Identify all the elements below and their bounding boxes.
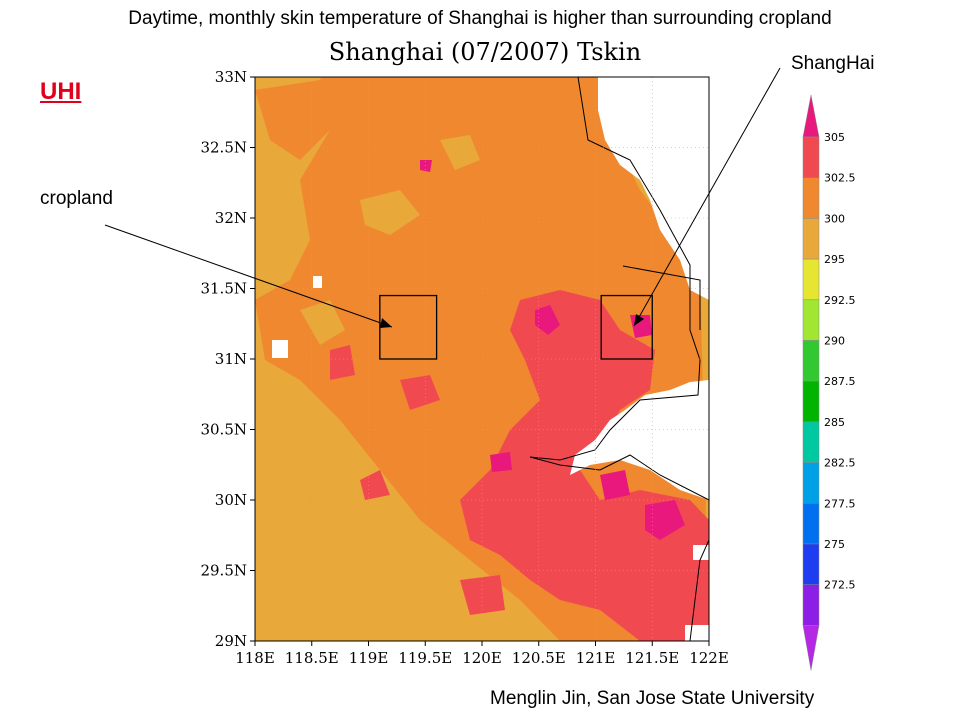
colorbar-segment [802, 177, 820, 219]
colorbar-label: 300 [824, 212, 845, 225]
headline: Daytime, monthly skin temperature of Sha… [128, 8, 832, 29]
cropland-arrowhead [380, 318, 392, 328]
lon-tick-label: 120.5E [512, 649, 566, 667]
ocean-mask-bay [570, 380, 709, 500]
cropland-arrow [104, 224, 393, 328]
lat-tick-label: 30.5N [200, 421, 247, 439]
annotation-arrows [104, 67, 781, 328]
colorbar-segment [802, 462, 820, 504]
colorbar-label: 302.5 [824, 172, 856, 185]
colorbar-segment [802, 340, 820, 382]
colorbar-segment [802, 584, 820, 626]
colorbar-bottom-triangle [802, 625, 820, 671]
colorbar-segment [802, 543, 820, 585]
colorbar-top-triangle [802, 94, 820, 138]
lon-tick-label: 119.5E [398, 649, 452, 667]
cropland-box [379, 294, 438, 360]
lat-tick-label: 30N [215, 491, 247, 509]
colorbar-label: 287.5 [824, 375, 856, 388]
map-title: Shanghai (07/2007) Tskin [328, 38, 642, 66]
uhi-label: UHI [40, 78, 82, 105]
latitude-ticks: 33N 32.5N 32N 31.5N 31N 30.5N 30N 29.5N 29N [200, 68, 255, 650]
credit: Menglin Jin, San Jose State University [490, 688, 815, 709]
river-estuary-line [622, 265, 701, 330]
colorbar-label: 305 [824, 131, 845, 144]
colorbar-segment [802, 258, 820, 301]
colorbar-label: 295 [824, 253, 845, 266]
colorbar-segment [802, 421, 820, 463]
lat-tick-label: 31N [215, 350, 247, 368]
lat-tick-label: 33N [215, 68, 247, 86]
longitude-ticks: 118E 118.5E 119E 119.5E 120E 120.5E 121E 121.5E… [235, 641, 729, 667]
colorbar-label: 292.5 [824, 294, 856, 307]
shanghai-arrow [633, 67, 781, 327]
colorbar-segment [802, 299, 820, 341]
colorbar-label: 290 [824, 335, 845, 348]
colorbar-segment [802, 136, 820, 178]
yellow-patches [270, 135, 480, 345]
cropland-label: cropland [40, 188, 113, 209]
colorbar-segment [802, 218, 820, 260]
ocean-mask-north [598, 77, 709, 300]
shanghai-box [600, 294, 653, 360]
colorbar-label: 272.5 [824, 579, 856, 592]
lat-tick-label: 31.5N [200, 280, 247, 298]
colorbar-label: 282.5 [824, 457, 856, 470]
shanghai-label: ShangHai [791, 53, 875, 74]
orange-patch-nw [255, 80, 340, 160]
colorbar-label: 277.5 [824, 497, 856, 510]
coastline-south [689, 539, 710, 642]
lon-tick-label: 118E [235, 649, 275, 667]
shanghai-arrowhead [634, 314, 644, 326]
lat-tick-label: 32.5N [200, 139, 247, 157]
colorbar-label: 275 [824, 538, 845, 551]
lat-tick-label: 32N [215, 209, 247, 227]
lat-tick-label: 29N [215, 632, 247, 650]
red-patches [330, 345, 505, 615]
colorbar-segment [802, 380, 820, 423]
lat-tick-label: 29.5N [200, 562, 247, 580]
lon-tick-label: 121E [576, 649, 616, 667]
lon-tick-label: 122E [689, 649, 729, 667]
colorbar-segment [802, 503, 820, 545]
colorbar: 305 302.5 300 295 292.5 290 287.5 285 282.5 277.5… [802, 94, 856, 671]
lon-tick-label: 120E [462, 649, 502, 667]
coastline [529, 76, 710, 501]
lon-tick-label: 118.5E [285, 649, 339, 667]
study-boxes [379, 294, 653, 360]
lon-tick-label: 121.5E [625, 649, 679, 667]
lon-tick-label: 119E [349, 649, 389, 667]
colorbar-label: 285 [824, 416, 845, 429]
